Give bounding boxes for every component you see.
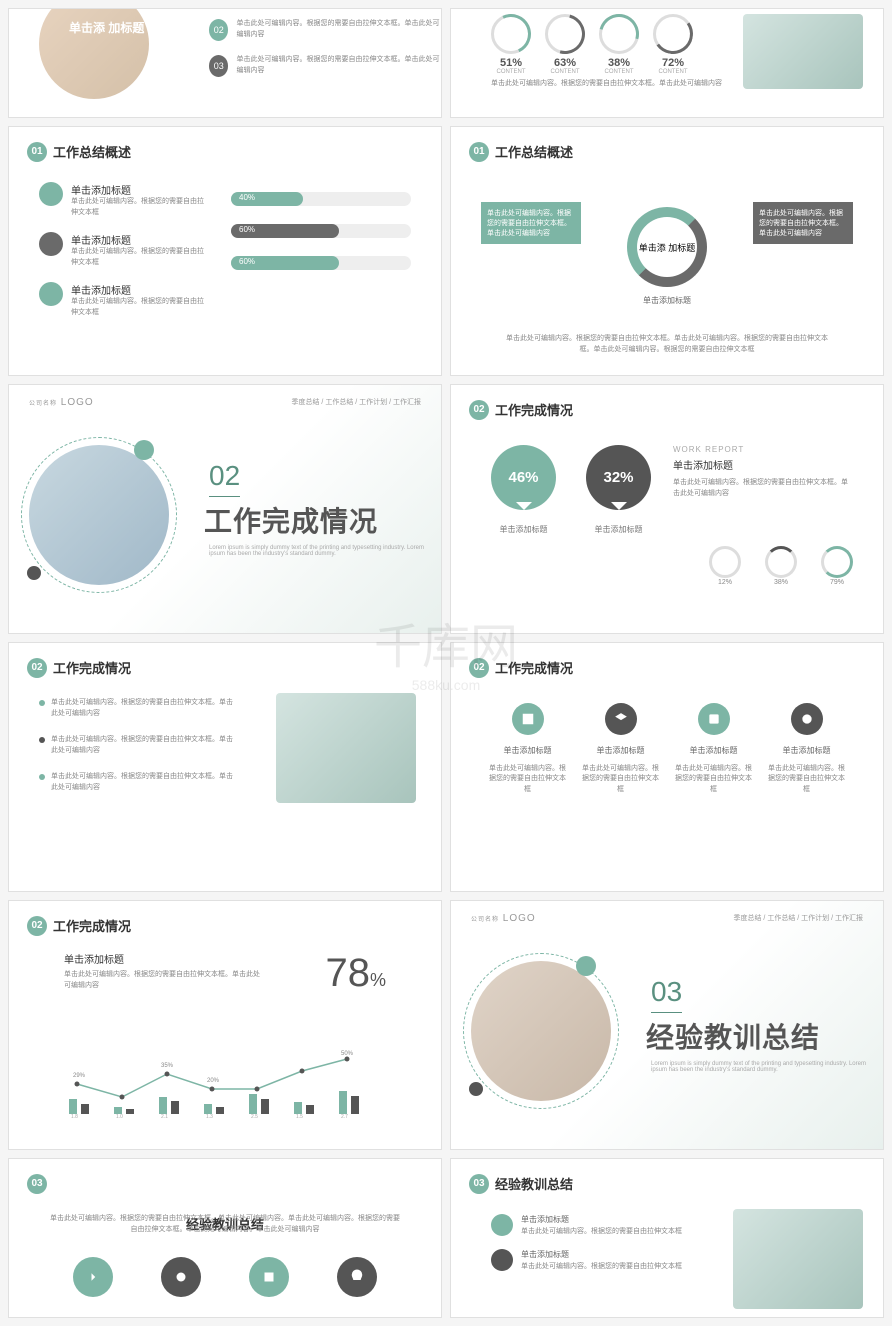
label: WORK REPORT	[673, 445, 853, 454]
slide-11: 03经验教训总结 单击此处可编辑内容。根据您的需要自由拉伸文本框。单击此处可编辑…	[8, 1158, 442, 1318]
slide-badge: 02工作完成情况	[27, 658, 131, 678]
desc-box: 单击此处可编辑内容。根据您的需要自由拉伸文本框。单击此处可编辑内容	[753, 202, 853, 244]
circular-arrow-chart: 单击添 加标题	[627, 207, 707, 287]
slide-badge: 03经验教训总结	[469, 1174, 573, 1194]
slide-8: 02工作完成情况 单击添加标题单击此处可编辑内容。根据您的需要自由拉伸文本框 单…	[450, 642, 884, 892]
ring-chart	[653, 14, 693, 54]
bubble: 46%	[491, 445, 556, 510]
circle-title: 单击添 加标题	[69, 19, 144, 36]
slide-1: 单击添 加标题 02 单击此处可编辑内容。根据您的需要自由拉伸文本框。单击此处可编…	[8, 8, 442, 118]
percent-row: 51%CONTENT 63%CONTENT 38%CONTENT 72%CONT…	[491, 14, 693, 75]
logo: 公司名称 LOGO	[471, 913, 536, 924]
slide-6: 02工作完成情况 46%单击添加标题 32%单击添加标题 WORK REPORT…	[450, 384, 884, 634]
slide-3: 01工作总结概述 单击添加标题单击此处可编辑内容。根据您的需要自由拉伸文本框 单…	[8, 126, 442, 376]
image-placeholder	[743, 14, 863, 89]
image-placeholder	[276, 693, 416, 803]
svg-text:1.0: 1.0	[116, 1114, 123, 1119]
nav-breadcrumb: 季度总结 / 工作总结 / 工作计划 / 工作汇报	[733, 913, 863, 923]
process-icon	[249, 1257, 289, 1297]
description: 单击此处可编辑内容。根据您的需要自由拉伸文本框。单击此处可编辑内容。单击此处可编…	[49, 1214, 401, 1235]
svg-text:1.8: 1.8	[71, 1114, 78, 1119]
slide-4: 01工作总结概述 单击此处可编辑内容。根据您的需要自由拉伸文本框。单击此处可编辑…	[450, 126, 884, 376]
slide-7: 02工作完成情况 单击此处可编辑内容。根据您的需要自由拉伸文本框。单击此处可编辑…	[8, 642, 442, 892]
feature-icon	[512, 703, 544, 735]
nav-breadcrumb: 季度总结 / 工作总结 / 工作计划 / 工作汇报	[291, 397, 421, 407]
mini-ring	[709, 546, 741, 578]
bullet-icon	[491, 1214, 513, 1236]
slide-section-2: 公司名称 LOGO 季度总结 / 工作总结 / 工作计划 / 工作汇报 02 工…	[8, 384, 442, 634]
desc-box: 单击此处可编辑内容。根据您的需要自由拉伸文本框。单击此处可编辑内容	[481, 202, 581, 244]
bullet-icon	[39, 282, 63, 306]
section-subtitle: Lorem ipsum is simply dummy text of the …	[651, 1061, 883, 1073]
mini-ring	[765, 546, 797, 578]
combo-chart: 29% 35% 20% 50% 1.8 1.0 2.1 1.3 2.5 1.5 2.7	[59, 1049, 379, 1119]
slide-badge: 02工作完成情况	[469, 400, 573, 420]
slide-grid: 单击添 加标题 02 单击此处可编辑内容。根据您的需要自由拉伸文本框。单击此处可编…	[0, 0, 892, 1326]
bullet-icon	[39, 232, 63, 256]
section-number: 03	[651, 976, 682, 1013]
svg-text:1.3: 1.3	[206, 1114, 213, 1119]
process-icon	[73, 1257, 113, 1297]
slide-badge: 01工作总结概述	[469, 142, 573, 162]
footer-text: 单击此处可编辑内容。根据您的需要自由拉伸文本框。单击此处可编辑内容。根据您的需要…	[501, 334, 833, 355]
step-text: 单击此处可编辑内容。根据您的需要自由拉伸文本框。单击此处可编辑内容	[236, 55, 441, 76]
slide-badge: 03经验教训总结	[27, 1174, 47, 1194]
bullet-icon	[39, 182, 63, 206]
svg-text:20%: 20%	[207, 1078, 220, 1084]
svg-text:29%: 29%	[73, 1073, 86, 1079]
ring-chart	[599, 14, 639, 54]
mini-rings: 12% 38% 79%	[709, 546, 853, 589]
section-title: 工作完成情况	[204, 500, 378, 540]
feature-icon	[698, 703, 730, 735]
image-placeholder	[733, 1209, 863, 1309]
slide-9: 02工作完成情况 单击添加标题 单击此处可编辑内容。根据您的需要自由拉伸文本框。…	[8, 900, 442, 1150]
big-percent: 78%	[325, 951, 386, 996]
feature-icon	[605, 703, 637, 735]
slide-badge: 02工作完成情况	[27, 916, 131, 936]
ring-chart	[545, 14, 585, 54]
svg-text:2.7: 2.7	[341, 1114, 348, 1119]
process-icon	[161, 1257, 201, 1297]
step-num: 03	[209, 55, 228, 77]
description: 单击此处可编辑内容。根据您的需要自由拉伸文本框。单击此处可编辑内容	[491, 79, 723, 90]
bar-chart: 40% 60% 60%	[231, 192, 411, 288]
slide-badge: 02工作完成情况	[469, 658, 573, 678]
svg-text:35%: 35%	[161, 1063, 174, 1069]
logo: 公司名称 LOGO	[29, 397, 94, 408]
step-num: 02	[209, 19, 228, 41]
bubble: 32%	[586, 445, 651, 510]
ring-chart	[491, 14, 531, 54]
bubble-chart: 46%单击添加标题 32%单击添加标题	[491, 445, 651, 535]
svg-text:2.5: 2.5	[251, 1114, 258, 1119]
svg-text:1.5: 1.5	[296, 1114, 303, 1119]
section-image	[29, 445, 169, 585]
mini-ring	[821, 546, 853, 578]
slide-12: 03经验教训总结 单击添加标题单击此处可编辑内容。根据您的需要自由拉伸文本框 单…	[450, 1158, 884, 1318]
section-subtitle: Lorem ipsum is simply dummy text of the …	[209, 545, 441, 557]
process-icon	[337, 1257, 377, 1297]
step-text: 单击此处可编辑内容。根据您的需要自由拉伸文本框。单击此处可编辑内容	[236, 19, 441, 40]
svg-text:50%: 50%	[341, 1051, 354, 1057]
svg-text:2.1: 2.1	[161, 1114, 168, 1119]
numbered-list: 02 单击此处可编辑内容。根据您的需要自由拉伸文本框。单击此处可编辑内容 03 单击…	[209, 19, 441, 91]
bullet-icon	[491, 1249, 513, 1271]
section-number: 02	[209, 460, 240, 497]
slide-2: 51%CONTENT 63%CONTENT 38%CONTENT 72%CONT…	[450, 8, 884, 118]
icon-row	[49, 1257, 401, 1297]
feature-icon	[791, 703, 823, 735]
section-image	[471, 961, 611, 1101]
slide-section-3: 公司名称 LOGO 季度总结 / 工作总结 / 工作计划 / 工作汇报 03 经…	[450, 900, 884, 1150]
slide-badge: 01工作总结概述	[27, 142, 131, 162]
section-title: 经验教训总结	[646, 1016, 820, 1056]
